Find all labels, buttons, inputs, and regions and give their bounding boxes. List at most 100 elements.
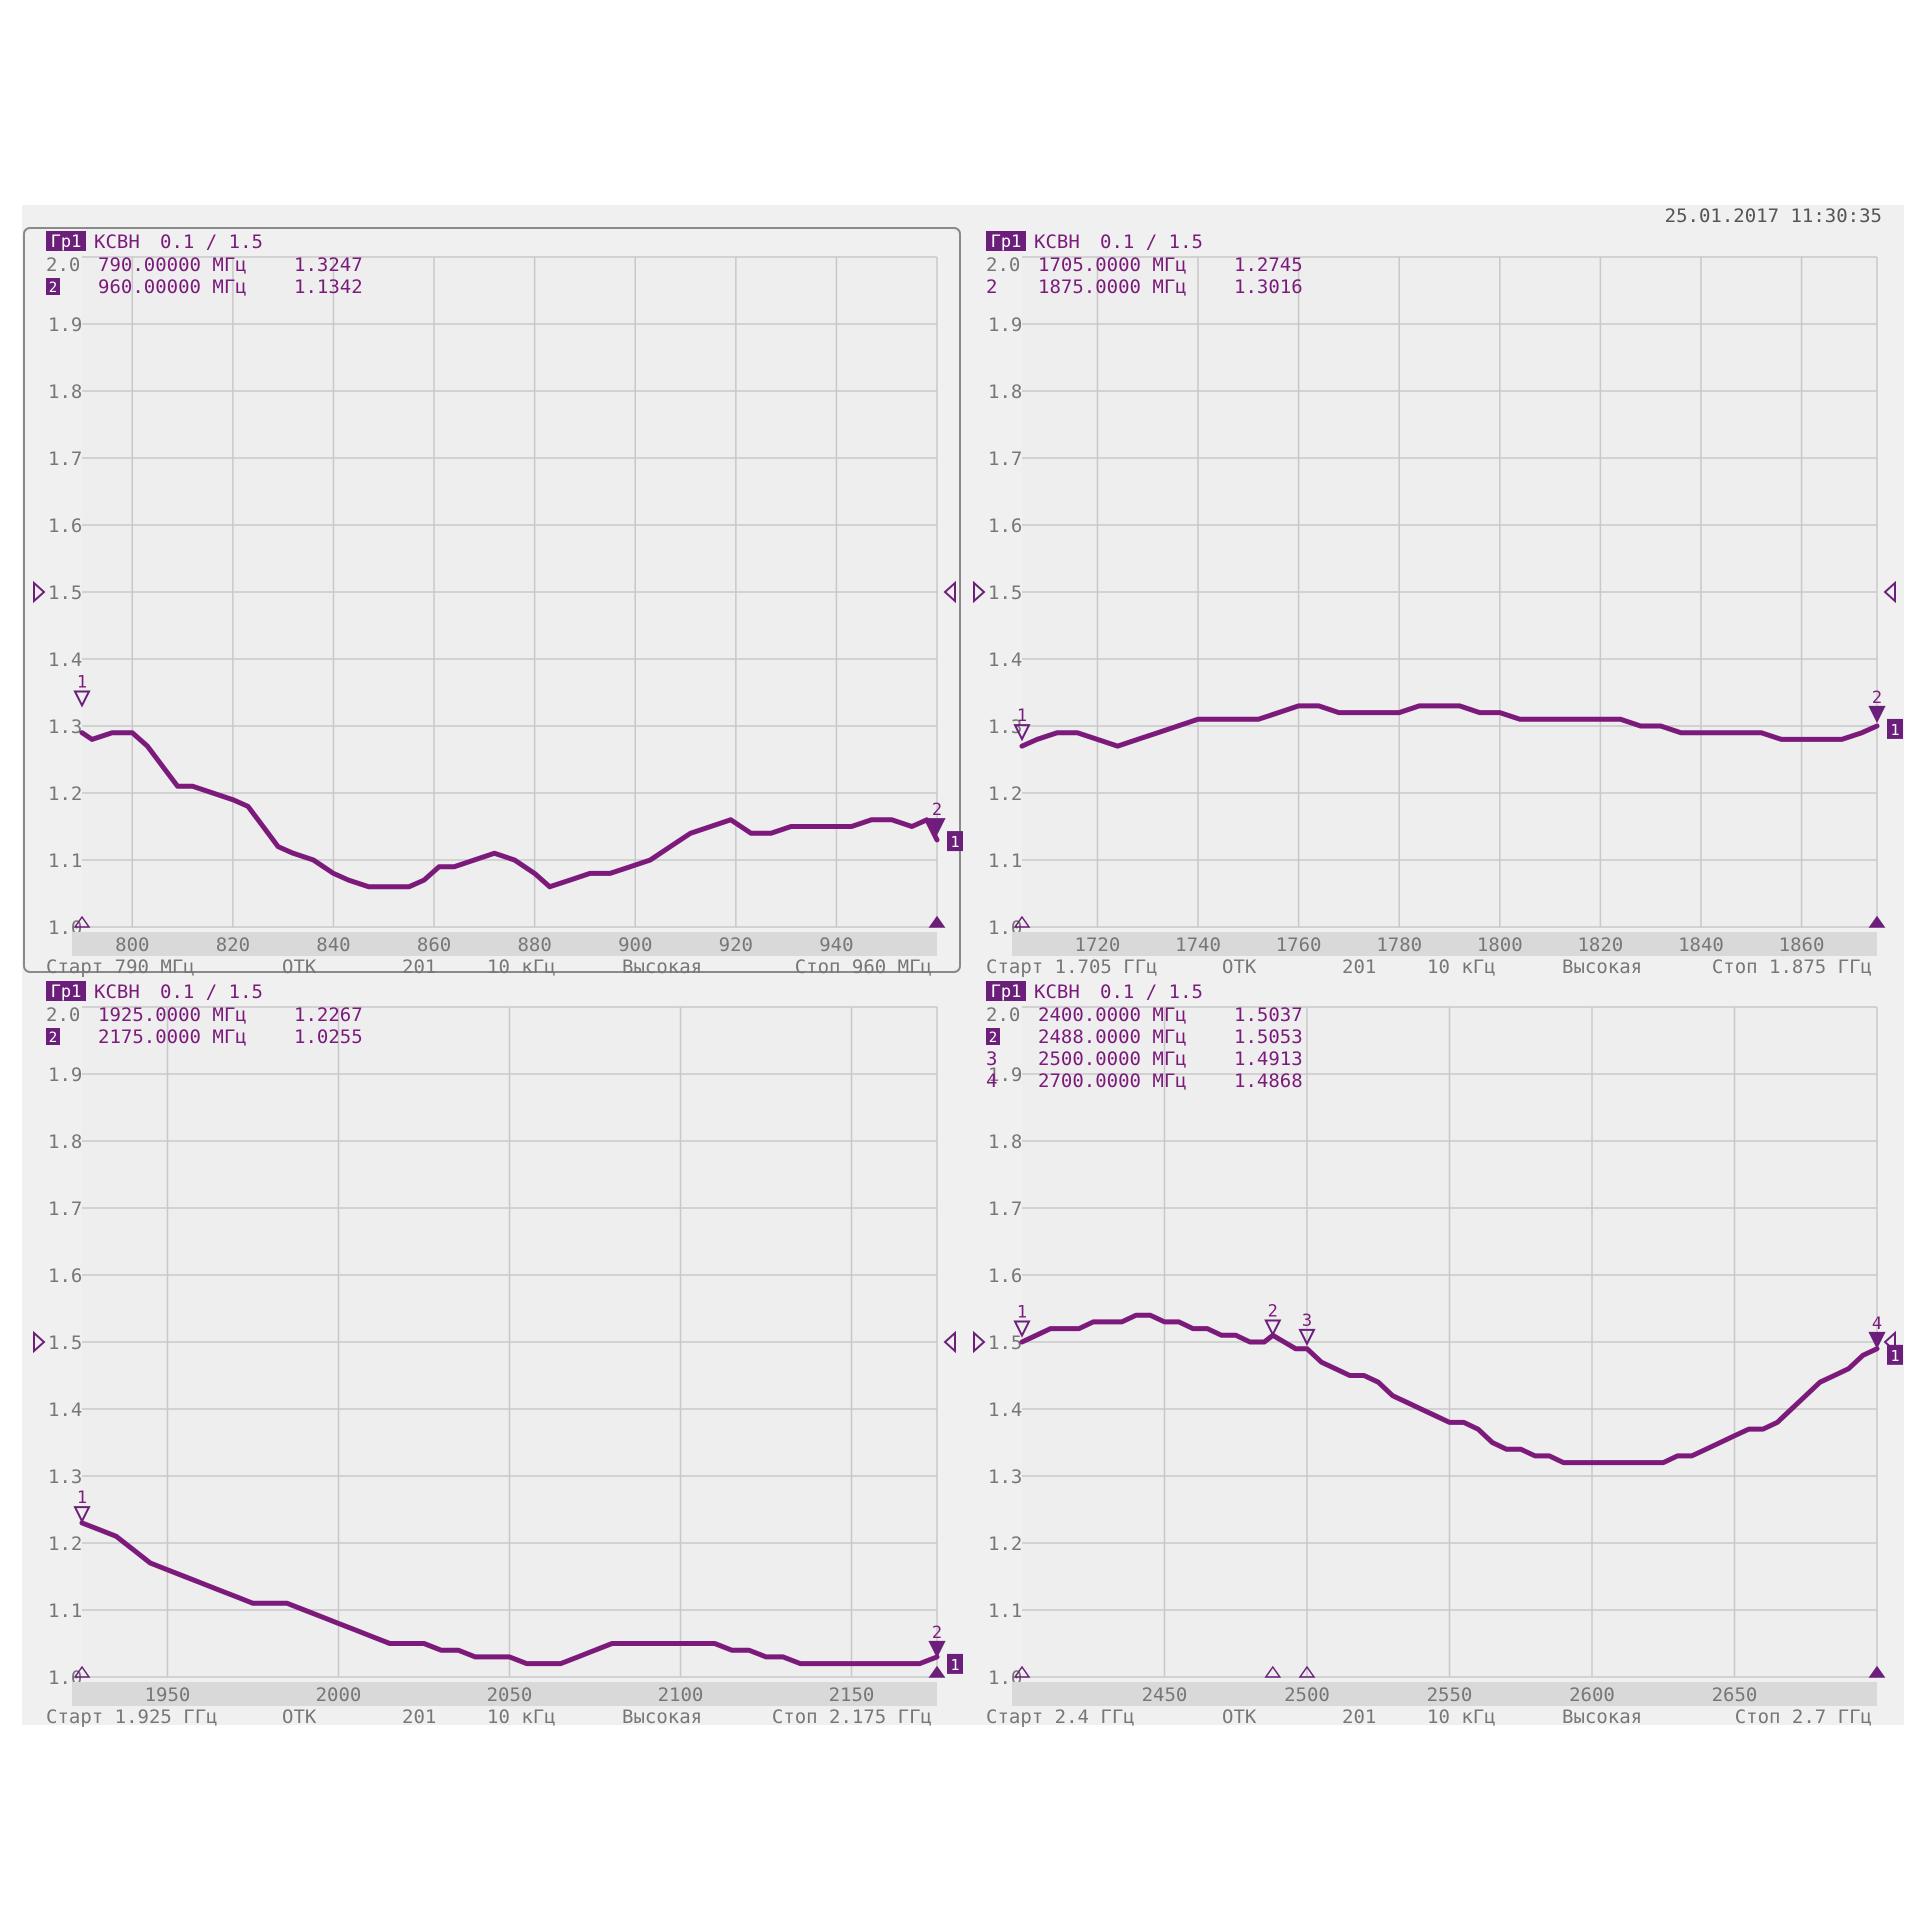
- marker-table-value: 1.2267: [294, 1004, 363, 1026]
- y-tick-label: 1.4: [48, 649, 82, 671]
- trace-label-box: [46, 231, 86, 251]
- y-tick-label: 1.9: [48, 314, 82, 336]
- marker-number: 3: [1302, 1311, 1312, 1331]
- marker-table-value: 1.4913: [1234, 1048, 1303, 1070]
- active-marker-tag: 1: [950, 833, 959, 851]
- marker-number: 2: [1872, 688, 1882, 708]
- x-tick-label: 2100: [658, 1684, 704, 1706]
- marker-table-value: 1.3016: [1234, 276, 1303, 298]
- footer-field: 10 кГц: [487, 956, 556, 978]
- y-tick-label: 1.2: [988, 1533, 1022, 1555]
- y-tick-label: 1.8: [988, 1131, 1022, 1153]
- marker-table-num: 2: [986, 276, 997, 298]
- marker-table-freq: 790.00000 МГц: [98, 254, 247, 276]
- marker-table-num: 2.0: [986, 254, 1020, 276]
- marker-number: 2: [932, 1623, 942, 1643]
- y-tick-label: 1.8: [988, 381, 1022, 403]
- trace-line: [79, 730, 940, 890]
- y-tick-label: 1.9: [988, 314, 1022, 336]
- y-tick-label: 1.5: [988, 1332, 1022, 1354]
- trace-line: [1019, 703, 1880, 749]
- trace-scale: 0.1 / 1.5: [160, 981, 263, 1003]
- y-tick-label: 1.6: [988, 515, 1022, 537]
- marker-table-num: 2: [989, 1030, 997, 1046]
- marker-triangle: [928, 818, 946, 836]
- y-tick-label: 1.6: [48, 1265, 82, 1287]
- active-marker-tag: 1: [1890, 721, 1899, 739]
- x-tick-label: 2450: [1142, 1684, 1188, 1706]
- x-tick-label: 1820: [1577, 934, 1623, 956]
- active-marker-tag-box: [947, 831, 963, 852]
- marker-table-num: 3: [986, 1048, 997, 1070]
- trace-scale: 0.1 / 1.5: [160, 231, 263, 253]
- y-tick-label: 1.9: [988, 1064, 1022, 1086]
- chart-panel-2[interactable]: 1.0 1.1 1.2 1.3 1.4 1.5 1.6 1.7 1.8 1.9 1720 1740 17…: [962, 227, 1903, 978]
- marker-table-num: 2: [49, 1030, 57, 1046]
- freq-axis-bar: [72, 1682, 937, 1706]
- marker-triangle: [1868, 1331, 1886, 1350]
- trace-label-box: [986, 231, 1026, 251]
- x-tick-label: 1760: [1276, 934, 1322, 956]
- marker-table-num: 4: [986, 1070, 997, 1092]
- marker-number: 1: [1017, 706, 1027, 726]
- marker-triangle: [1013, 724, 1031, 742]
- marker-table-value: 1.2745: [1234, 254, 1303, 276]
- active-marker-tag: 1: [1890, 1347, 1899, 1365]
- trace-label-box: [46, 981, 86, 1001]
- marker-stimulus-triangle: [1868, 1665, 1886, 1678]
- marker-triangle: [1868, 705, 1886, 724]
- chart-panel-3[interactable]: 1.0 1.1 1.2 1.3 1.4 1.5 1.6 1.7 1.8 1.9 1950 2000 20…: [22, 977, 963, 1728]
- marker-table-num: 2.0: [986, 1004, 1020, 1026]
- footer-field: Высокая: [1562, 1706, 1642, 1728]
- y-tick-label: 1.2: [48, 783, 82, 805]
- footer-field: ОТК: [282, 956, 317, 978]
- active-marker-tag-box: [1887, 718, 1903, 739]
- marker-table-value: 1.5037: [1234, 1004, 1303, 1026]
- chart-panel-1[interactable]: 1.0 1.1 1.2 1.3 1.4 1.5 1.6 1.7 1.8 1.9 800 820 840 8…: [22, 227, 963, 978]
- y-tick-label: 1.8: [48, 1131, 82, 1153]
- marker-stimulus-triangle: [1298, 1665, 1316, 1678]
- footer-field: Высокая: [622, 1706, 702, 1728]
- trace-label: Гр1: [991, 232, 1022, 252]
- y-tick-label: 1.3: [48, 1466, 82, 1488]
- chart-panel-4[interactable]: 1.0 1.1 1.2 1.3 1.4 1.5 1.6 1.7 1.8 1.9 2450 2500 25…: [962, 977, 1903, 1728]
- footer-field: 201: [402, 956, 436, 978]
- marker-stimulus-triangle: [1264, 1665, 1282, 1678]
- marker-table-freq: 2500.0000 МГц: [1038, 1048, 1187, 1070]
- marker-table-freq: 2700.0000 МГц: [1038, 1070, 1187, 1092]
- x-tick-label: 2650: [1712, 1684, 1758, 1706]
- marker-table-value: 1.0255: [294, 1026, 363, 1048]
- x-tick-label: 840: [316, 934, 350, 956]
- marker-triangle: [1264, 1319, 1282, 1337]
- trace-scale: 0.1 / 1.5: [1100, 981, 1203, 1003]
- marker-table-num: 2.0: [46, 254, 80, 276]
- footer-field: ОТК: [1222, 1706, 1257, 1728]
- ref-level-arrow-left: [33, 1330, 46, 1354]
- y-tick-label: 1.2: [988, 783, 1022, 805]
- footer-field: 10 кГц: [487, 1706, 556, 1728]
- trace-format: КСВН: [94, 981, 140, 1003]
- marker-table-num: 2: [49, 280, 57, 296]
- y-tick-label: 1.4: [48, 1399, 82, 1421]
- footer-field: 10 кГц: [1427, 1706, 1496, 1728]
- ref-level-arrow-left: [973, 580, 986, 604]
- footer-field: 10 кГц: [1427, 956, 1496, 978]
- trace-format: КСВН: [1034, 981, 1080, 1003]
- x-tick-label: 800: [115, 934, 149, 956]
- x-tick-label: 880: [517, 934, 551, 956]
- marker-triangle: [928, 1640, 946, 1659]
- y-tick-label: 1.7: [48, 448, 82, 470]
- marker-stimulus-triangle: [928, 1665, 946, 1678]
- y-tick-label: 1.8: [48, 381, 82, 403]
- x-tick-label: 920: [719, 934, 753, 956]
- y-tick-label: 1.6: [988, 1265, 1022, 1287]
- active-marker-tag-box: [947, 1653, 963, 1674]
- marker-number: 2: [1268, 1301, 1278, 1321]
- marker-triangle: [1013, 1320, 1031, 1338]
- y-tick-label: 1.6: [48, 515, 82, 537]
- marker-table-freq: 2488.0000 МГц: [1038, 1026, 1187, 1048]
- trace-label: Гр1: [51, 232, 82, 252]
- marker-stimulus-triangle: [1013, 915, 1031, 928]
- marker-table-freq: 960.00000 МГц: [98, 276, 247, 298]
- footer-field: ОТК: [282, 1706, 317, 1728]
